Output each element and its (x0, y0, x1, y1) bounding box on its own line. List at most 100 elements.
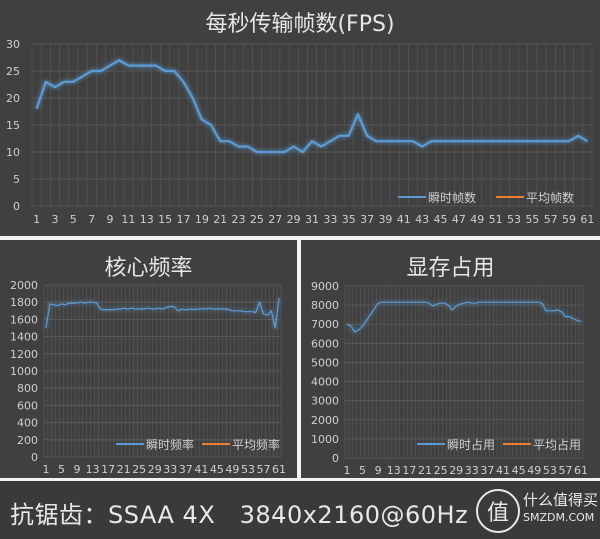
svg-text:13: 13 (86, 463, 100, 476)
svg-text:2000: 2000 (10, 279, 38, 292)
svg-text:45: 45 (434, 213, 448, 226)
svg-text:5: 5 (359, 464, 366, 477)
svg-text:39: 39 (378, 213, 392, 226)
svg-text:33: 33 (163, 463, 177, 476)
svg-text:20: 20 (6, 92, 20, 105)
svg-text:25: 25 (250, 213, 264, 226)
core-clock-chart-title: 核心频率 (104, 256, 193, 281)
svg-text:0: 0 (13, 200, 20, 213)
svg-text:9: 9 (375, 464, 382, 477)
svg-text:43: 43 (415, 213, 429, 226)
fps-chart-panel: 每秒传输帧数(FPS) 0 5 10 15 20 25 30 1 3 5 7 9 11 13 15 17 19 2… (0, 0, 600, 236)
svg-text:1200: 1200 (10, 348, 38, 361)
svg-text:9000: 9000 (311, 280, 339, 293)
divider-vertical (297, 240, 301, 478)
core-clock-chart-panel: 核心频率 0 200 400 600 800 1000 1200 1400 1600 1800 20… (0, 240, 297, 478)
svg-text:13: 13 (140, 213, 154, 226)
svg-text:30: 30 (6, 38, 20, 51)
svg-text:27: 27 (268, 213, 282, 226)
svg-text:49: 49 (225, 463, 239, 476)
logo-domain-text: SMZDM.COM (523, 511, 595, 524)
svg-text:5: 5 (58, 463, 65, 476)
svg-text:9: 9 (107, 213, 114, 226)
svg-text:平均频率: 平均频率 (232, 437, 280, 452)
svg-text:1000: 1000 (311, 433, 339, 446)
svg-text:21: 21 (117, 463, 131, 476)
svg-text:45: 45 (210, 463, 224, 476)
svg-text:瞬时频率: 瞬时频率 (146, 437, 194, 452)
svg-text:1: 1 (33, 213, 40, 226)
svg-text:35: 35 (342, 213, 356, 226)
divider-bottom (0, 478, 600, 481)
svg-text:53: 53 (543, 464, 557, 477)
svg-text:49: 49 (470, 213, 484, 226)
svg-text:59: 59 (562, 213, 576, 226)
svg-text:平均帧数: 平均帧数 (526, 190, 574, 205)
svg-text:15: 15 (158, 213, 172, 226)
svg-text:200: 200 (17, 434, 38, 447)
svg-text:2000: 2000 (311, 414, 339, 427)
svg-text:33: 33 (465, 464, 479, 477)
svg-text:57: 57 (544, 213, 558, 226)
svg-text:21: 21 (213, 213, 227, 226)
svg-text:61: 61 (574, 464, 588, 477)
svg-text:47: 47 (452, 213, 466, 226)
svg-text:61: 61 (272, 463, 286, 476)
svg-text:3000: 3000 (311, 395, 339, 408)
svg-text:5: 5 (13, 173, 20, 186)
svg-text:25: 25 (132, 463, 146, 476)
svg-text:37: 37 (179, 463, 193, 476)
divider-horizontal (0, 236, 600, 240)
svg-text:29: 29 (449, 464, 463, 477)
svg-text:25: 25 (434, 464, 448, 477)
svg-text:0: 0 (31, 451, 38, 464)
svg-text:1600: 1600 (10, 313, 38, 326)
svg-text:1: 1 (343, 464, 350, 477)
svg-text:33: 33 (323, 213, 337, 226)
svg-text:17: 17 (101, 463, 115, 476)
svg-text:8000: 8000 (311, 299, 339, 312)
svg-text:1400: 1400 (10, 331, 38, 344)
svg-text:800: 800 (17, 382, 38, 395)
svg-text:49: 49 (527, 464, 541, 477)
svg-text:7: 7 (88, 213, 95, 226)
vram-usage-chart-title: 显存占用 (406, 256, 495, 281)
svg-text:平均占用: 平均占用 (533, 437, 581, 452)
svg-text:45: 45 (512, 464, 526, 477)
svg-text:7000: 7000 (311, 318, 339, 331)
svg-text:15: 15 (6, 119, 20, 132)
svg-text:61: 61 (580, 213, 594, 226)
core-clock-line-chart: 0 200 400 600 800 1000 1200 1400 1600 1800 2000 1 5 9… (10, 279, 286, 476)
svg-text:11: 11 (121, 213, 135, 226)
svg-text:5000: 5000 (311, 356, 339, 369)
svg-text:400: 400 (17, 417, 38, 430)
svg-text:41: 41 (397, 213, 411, 226)
svg-text:57: 57 (558, 464, 572, 477)
svg-text:57: 57 (257, 463, 271, 476)
svg-text:3: 3 (51, 213, 58, 226)
svg-text:41: 41 (194, 463, 208, 476)
svg-text:1800: 1800 (10, 296, 38, 309)
antialiasing-settings-text: 抗锯齿：SSAA 4X 3840x2160@60Hz (10, 501, 469, 529)
svg-text:25: 25 (6, 65, 20, 78)
svg-text:53: 53 (507, 213, 521, 226)
svg-text:10: 10 (6, 146, 20, 159)
svg-text:1: 1 (42, 463, 49, 476)
svg-text:51: 51 (489, 213, 503, 226)
vram-usage-line-chart: 0 1000 2000 3000 4000 5000 6000 7000 8000 9000 1 5 9… (311, 280, 588, 477)
svg-text:37: 37 (480, 464, 494, 477)
svg-text:29: 29 (287, 213, 301, 226)
logo-chinese-text: 什么值得买 (523, 491, 599, 509)
svg-text:37: 37 (360, 213, 374, 226)
svg-text:23: 23 (232, 213, 246, 226)
svg-text:瞬时帧数: 瞬时帧数 (428, 190, 476, 205)
svg-text:53: 53 (241, 463, 255, 476)
svg-text:17: 17 (176, 213, 190, 226)
svg-text:41: 41 (496, 464, 510, 477)
fps-chart-title: 每秒传输帧数(FPS) (205, 12, 395, 37)
svg-text:21: 21 (418, 464, 432, 477)
svg-text:55: 55 (525, 213, 539, 226)
vram-usage-chart-panel: 显存占用 0 1000 2000 3000 4000 5000 6000 7000 8000 90… (301, 240, 600, 478)
svg-text:5: 5 (70, 213, 77, 226)
